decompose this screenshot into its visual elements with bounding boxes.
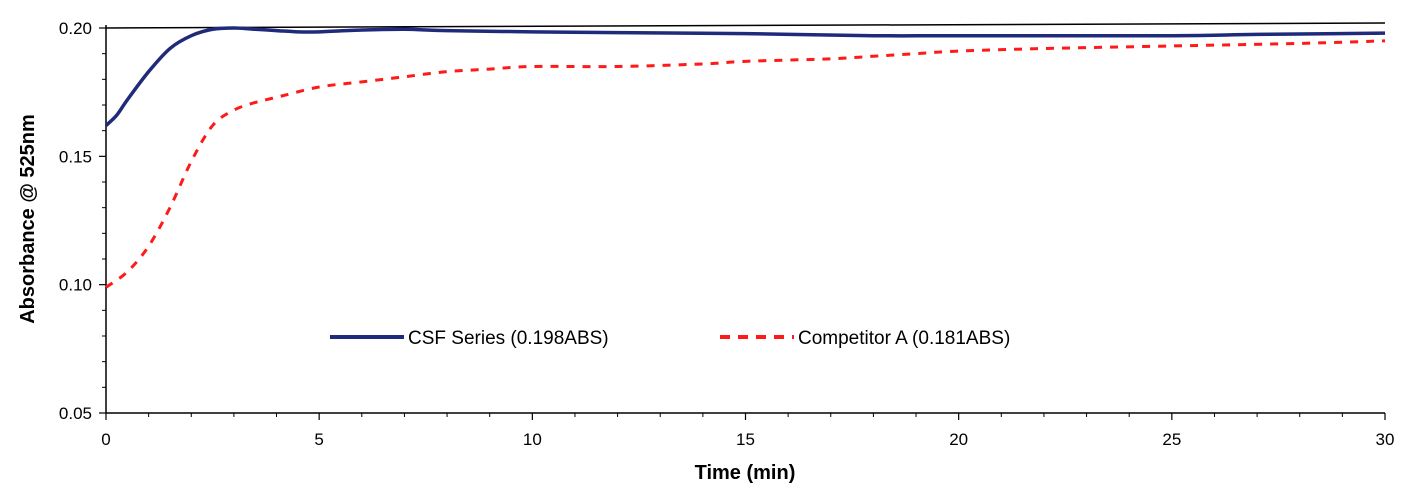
- x-tick-label: 15: [736, 430, 755, 449]
- x-tick-label: 5: [314, 430, 323, 449]
- axes: [105, 25, 1385, 414]
- y-axis-title: Absorbance @ 525nm: [17, 114, 39, 324]
- legend-label-competitor-a: Competitor A (0.181ABS): [798, 328, 1010, 349]
- ticks: 0 5 10 15 20 25 30 0.05 0.10 0.15 0.20: [59, 19, 1395, 449]
- x-tick-label: 10: [523, 430, 542, 449]
- reference-line: [105, 22, 1386, 29]
- y-tick-label: 0.20: [59, 19, 92, 38]
- y-tick-label: 0.15: [59, 147, 92, 166]
- legend: CSF Series (0.198ABS) Competitor A (0.18…: [330, 328, 1010, 349]
- plot-area: [104, 22, 1386, 289]
- x-tick-label: 25: [1162, 430, 1181, 449]
- x-axis-title: Time (min): [695, 462, 796, 484]
- series-csf-line: [104, 26, 1386, 127]
- y-tick-label: 0.05: [59, 404, 92, 423]
- legend-label-csf-series: CSF Series (0.198ABS): [408, 328, 609, 349]
- x-tick-label: 0: [101, 430, 110, 449]
- y-tick-label: 0.10: [59, 276, 92, 295]
- series-competitor-a-line: [105, 39, 1386, 289]
- x-tick-label: 20: [949, 430, 968, 449]
- x-tick-label: 30: [1376, 430, 1395, 449]
